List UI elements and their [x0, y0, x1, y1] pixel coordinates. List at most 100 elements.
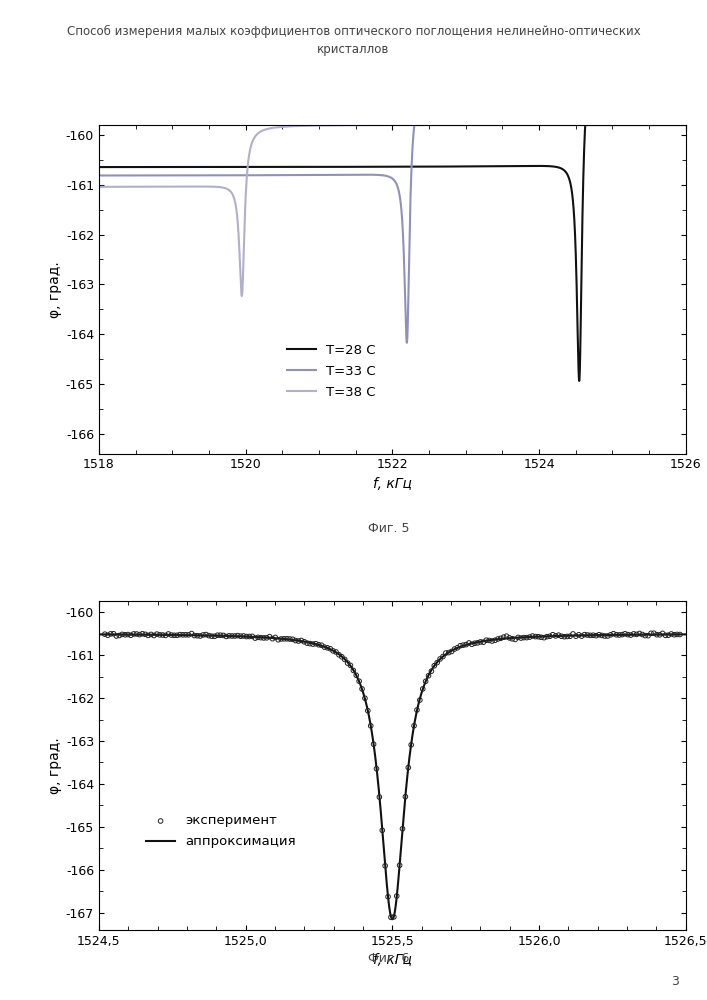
эксперимент — [128, 626, 139, 642]
эксперимент — [99, 626, 110, 642]
эксперимент — [244, 628, 255, 644]
эксперимент — [614, 627, 625, 643]
эксперимент — [449, 641, 460, 657]
Y-axis label: φ, град.: φ, град. — [47, 261, 62, 318]
эксперимент — [258, 630, 269, 646]
эксперимент — [660, 627, 671, 643]
эксперимент — [460, 637, 472, 653]
эксперимент — [567, 626, 578, 642]
T=33 C — [404, 316, 412, 328]
эксперимент — [440, 645, 452, 661]
эксперимент — [457, 637, 469, 653]
эксперимент — [160, 627, 171, 643]
эксперимент — [175, 627, 186, 643]
эксперимент — [391, 888, 402, 904]
эксперимент — [310, 636, 322, 652]
эксперимент — [394, 857, 405, 873]
эксперимент — [163, 626, 174, 642]
эксперимент — [553, 627, 564, 643]
T=33 C — [410, 119, 419, 131]
эксперимент — [622, 627, 633, 643]
Y-axis label: φ, град.: φ, град. — [47, 737, 62, 794]
эксперимент — [590, 628, 602, 644]
эксперимент — [354, 673, 365, 689]
аппроксимация — [201, 629, 210, 641]
эксперимент — [662, 627, 674, 643]
эксперимент — [619, 626, 631, 642]
эксперимент — [431, 655, 443, 671]
эксперимент — [420, 673, 431, 689]
эксперимент — [131, 626, 142, 642]
эксперимент — [585, 627, 596, 643]
эксперимент — [654, 627, 665, 643]
эксперимент — [397, 821, 408, 837]
эксперимент — [342, 655, 354, 671]
эксперимент — [536, 629, 547, 645]
эксперимент — [287, 631, 298, 647]
эксперимент — [547, 627, 559, 643]
T=38 C — [404, 119, 412, 131]
эксперимент — [417, 681, 428, 697]
эксперимент — [608, 626, 619, 642]
эксперимент — [380, 858, 391, 874]
Text: кристаллов: кристаллов — [317, 43, 390, 56]
T=38 C — [381, 119, 390, 131]
эксперимент — [521, 630, 532, 646]
T=38 C — [95, 181, 103, 193]
эксперимент — [593, 627, 604, 643]
аппроксимация — [682, 628, 690, 640]
эксперимент — [399, 789, 411, 805]
эксперимент — [657, 625, 668, 641]
эксперимент — [640, 628, 651, 644]
эксперимент — [267, 631, 278, 647]
эксперимент — [588, 627, 599, 643]
T=28 C — [182, 161, 190, 173]
эксперимент — [333, 647, 344, 663]
эксперимент — [362, 703, 373, 719]
эксперимент — [556, 628, 567, 644]
эксперимент — [247, 628, 258, 644]
эксперимент — [443, 645, 455, 661]
эксперимент — [539, 630, 550, 646]
T=33 C — [247, 169, 255, 181]
Text: 3: 3 — [671, 975, 679, 988]
эксперимент — [489, 632, 501, 648]
эксперимент — [279, 631, 290, 647]
эксперимент — [192, 628, 203, 644]
эксперимент — [518, 630, 530, 646]
эксперимент — [117, 626, 128, 642]
эксперимент — [631, 626, 642, 642]
эксперимент — [371, 761, 382, 777]
эксперимент — [478, 634, 489, 650]
эксперимент — [643, 628, 654, 644]
эксперимент — [628, 626, 639, 642]
эксперимент — [648, 625, 660, 641]
эксперимент — [215, 627, 226, 643]
эксперимент — [550, 628, 561, 644]
эксперимент — [377, 822, 388, 838]
эксперимент — [241, 629, 252, 645]
эксперимент — [146, 626, 157, 642]
эксперимент — [561, 628, 573, 644]
эксперимент — [599, 628, 610, 644]
эксперимент — [434, 651, 445, 667]
эксперимент — [305, 636, 316, 652]
эксперимент — [368, 736, 379, 752]
эксперимент — [284, 631, 296, 647]
аппроксимация — [477, 636, 485, 648]
эксперимент — [515, 630, 527, 646]
эксперимент — [495, 630, 506, 646]
эксперимент — [486, 633, 498, 649]
эксперимент — [189, 628, 200, 644]
эксперимент — [273, 632, 284, 648]
эксперимент — [177, 627, 189, 643]
эксперимент — [438, 648, 449, 664]
эксперимент — [151, 626, 163, 642]
эксперимент — [452, 640, 463, 656]
аппроксимация — [388, 913, 397, 925]
эксперимент — [582, 627, 593, 643]
эксперимент — [102, 627, 113, 643]
T=28 C — [452, 161, 460, 173]
эксперимент — [226, 628, 238, 644]
эксперимент — [463, 635, 474, 651]
